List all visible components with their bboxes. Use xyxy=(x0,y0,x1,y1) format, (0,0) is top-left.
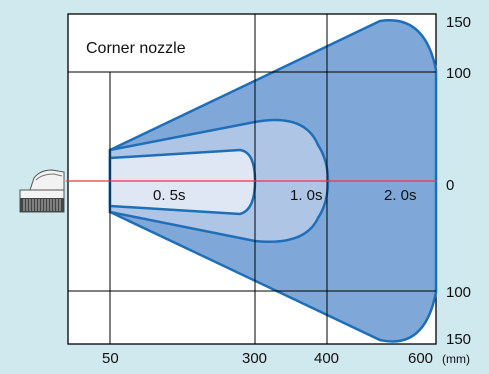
y-tick-150-bottom: 150 xyxy=(446,331,471,348)
y-tick-150-top: 150 xyxy=(446,14,471,31)
x-tick-50: 50 xyxy=(102,350,119,367)
zone-label-0-5s: 0. 5s xyxy=(153,187,186,204)
zone-0-5s-shape xyxy=(108,148,257,216)
zone-label-1-0s: 1. 0s xyxy=(290,187,323,204)
nozzle-icon xyxy=(19,169,65,213)
x-tick-400: 400 xyxy=(314,350,339,367)
x-unit: (mm) xyxy=(442,352,470,366)
y-tick-0: 0 xyxy=(446,177,454,194)
diagram-title: Corner nozzle xyxy=(86,40,186,57)
y-tick-100-top: 100 xyxy=(446,65,471,82)
x-tick-300: 300 xyxy=(242,350,267,367)
x-tick-600: 600 xyxy=(408,350,433,367)
y-tick-100-bottom: 100 xyxy=(446,284,471,301)
grid xyxy=(68,14,436,344)
zone-label-2-0s: 2. 0s xyxy=(384,187,417,204)
